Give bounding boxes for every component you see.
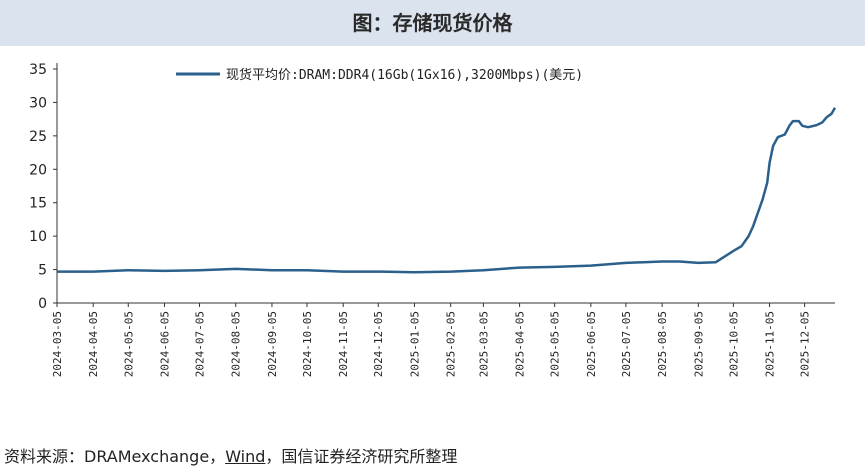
x-tick-label: 2025-02-05 [445,311,458,377]
chart-title: 图：存储现货价格 [352,11,513,35]
x-tick-label: 2025-03-05 [477,311,490,377]
x-tick-label: 2024-03-05 [51,311,64,377]
y-tick-label: 25 [29,129,47,145]
y-tick-label: 30 [29,95,47,111]
y-tick-label: 15 [29,196,47,212]
y-tick-label: 10 [29,229,47,245]
chart-axes: 0 5 10 15 20 25 30 35 2024-03-05 2024-04-05 2024-0… [29,62,835,377]
x-tick-label: 2025-08-05 [656,311,669,377]
title-bar [0,0,865,46]
x-tick-label: 2025-11-05 [764,311,777,377]
wind-link[interactable]: Wind [225,447,266,466]
x-tick-label: 2024-11-05 [337,311,350,377]
x-tick-label: 2024-12-05 [372,311,385,377]
x-tick-label: 2025-04-05 [514,311,527,377]
x-tick-label: 2024-10-05 [301,311,314,377]
source-prefix: 资料来源：DRAMexchange， [4,447,226,466]
x-tick-label: 2025-05-05 [549,311,562,377]
x-tick-label: 2024-06-05 [158,311,171,377]
source-note: 资料来源：DRAMexchange，Wind，国信证券经济研究所整理 [4,443,457,467]
x-tick-label: 2025-10-05 [727,311,740,377]
source-suffix: ，国信证券经济研究所整理 [265,447,458,466]
series-line-dram-ddr4 [57,107,837,274]
x-tick-label: 2025-07-05 [620,311,633,377]
y-tick-label: 5 [38,263,47,279]
x-tick-label: 2024-04-05 [87,311,100,377]
legend-label: 现货平均价:DRAM:DDR4(16Gb(1Gx16),3200Mbps)(美元… [226,67,583,83]
x-tick-label: 2025-12-05 [799,311,812,377]
chart-legend: 现货平均价:DRAM:DDR4(16Gb(1Gx16),3200Mbps)(美元… [176,67,583,83]
x-tick-label: 2025-01-05 [408,311,421,377]
x-tick-label: 2025-09-05 [692,311,705,377]
y-tick-label: 35 [29,62,47,78]
y-tick-label: 0 [38,296,47,312]
x-tick-label: 2024-07-05 [194,311,207,377]
line-chart: 0 5 10 15 20 25 30 35 2024-03-05 2024-04-05 2024-0… [29,62,837,377]
x-tick-label: 2024-09-05 [266,311,279,377]
x-tick-label: 2025-06-05 [585,311,598,377]
y-tick-label: 20 [29,162,47,178]
x-tick-label: 2024-05-05 [122,311,135,377]
x-tick-label: 2024-08-05 [230,311,243,377]
